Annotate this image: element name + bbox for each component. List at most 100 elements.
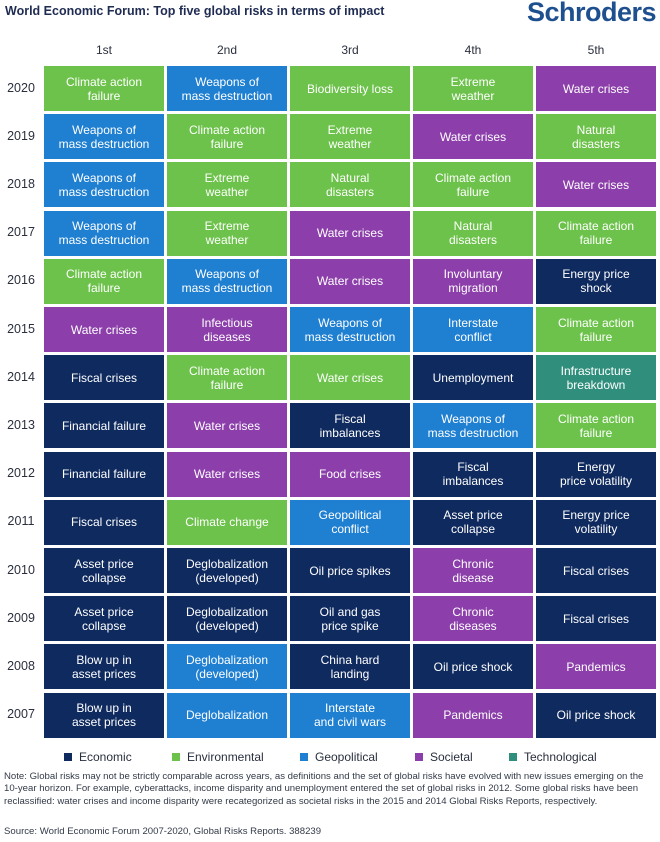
risk-cell: Natural disasters bbox=[413, 210, 533, 256]
year-label: 2017 bbox=[7, 225, 35, 240]
year-label: 2014 bbox=[7, 369, 35, 384]
risk-cell: Climate action failure bbox=[413, 162, 533, 208]
risk-cell: Geopolitical conflict bbox=[290, 499, 410, 545]
risk-cell: Oil price spikes bbox=[290, 548, 410, 593]
column-header-3: 3rd bbox=[341, 43, 359, 57]
risk-cell: Asset price collapse bbox=[413, 499, 533, 545]
legend-swatch bbox=[509, 753, 517, 761]
legend-swatch bbox=[172, 753, 180, 761]
column-header-5: 5th bbox=[587, 43, 605, 57]
risk-cell: Fiscal crises bbox=[536, 548, 656, 593]
legend-item-technological: Technological bbox=[509, 750, 597, 764]
risk-cell: Oil price shock bbox=[413, 644, 533, 690]
legend-swatch bbox=[64, 753, 72, 761]
risk-cell: Water crises bbox=[413, 114, 533, 160]
year-label: 2008 bbox=[7, 658, 35, 673]
risk-cell: Asset price collapse bbox=[44, 596, 164, 642]
risk-cell: Energy price shock bbox=[536, 258, 656, 304]
risk-cell: Weapons of mass destruction bbox=[290, 307, 410, 352]
risk-cell: Climate action failure bbox=[536, 403, 656, 449]
year-label: 2019 bbox=[7, 128, 35, 143]
risk-cell: Energy price volatility bbox=[536, 499, 656, 545]
risk-cell: Water crises bbox=[167, 403, 287, 449]
brand-logo: Schroders bbox=[526, 0, 657, 27]
risk-cell: Chronic disease bbox=[413, 548, 533, 593]
risk-cell: Deglobalization (developed) bbox=[167, 596, 287, 642]
risk-cell: Involuntary migration bbox=[413, 258, 533, 304]
risk-cell: Climate action failure bbox=[44, 66, 164, 111]
risk-cell: Blow up in asset prices bbox=[44, 692, 164, 738]
legend-swatch bbox=[300, 753, 308, 761]
legend-item-geopolitical: Geopolitical bbox=[300, 750, 378, 764]
risk-cell: Biodiversity loss bbox=[290, 66, 410, 111]
source-line: Source: World Economic Forum 2007-2020, … bbox=[4, 826, 322, 837]
footnote: Note: Global risks may not be strictly c… bbox=[4, 771, 644, 807]
year-label: 2012 bbox=[7, 466, 35, 481]
risk-cell: Pandemics bbox=[413, 692, 533, 738]
risk-cell: Weapons of mass destruction bbox=[413, 403, 533, 449]
risk-cell: Fiscal crises bbox=[44, 499, 164, 545]
year-label: 2010 bbox=[7, 562, 35, 577]
risk-cell: Oil price shock bbox=[536, 692, 656, 738]
risk-cell: Climate action failure bbox=[536, 307, 656, 352]
column-header-4: 4th bbox=[464, 43, 482, 57]
risk-cell: Infectious diseases bbox=[167, 307, 287, 352]
risk-cell: Unemployment bbox=[413, 355, 533, 401]
risk-cell: Infrastructure breakdown bbox=[536, 355, 656, 401]
legend-label: Environmental bbox=[187, 750, 264, 764]
risk-cell: Oil and gas price spike bbox=[290, 596, 410, 642]
year-label: 2016 bbox=[7, 273, 35, 288]
risk-cell: Climate action failure bbox=[44, 258, 164, 304]
risk-cell: Fiscal imbalances bbox=[413, 451, 533, 497]
risk-cell: Pandemics bbox=[536, 644, 656, 690]
year-label: 2020 bbox=[7, 80, 35, 95]
risk-cell: Extreme weather bbox=[290, 114, 410, 160]
risk-cell: Weapons of mass destruction bbox=[167, 66, 287, 111]
risk-cell: Water crises bbox=[167, 451, 287, 497]
year-label: 2009 bbox=[7, 610, 35, 625]
risk-cell: China hard landing bbox=[290, 644, 410, 690]
risk-cell: Fiscal imbalances bbox=[290, 403, 410, 449]
risk-cell: Financial failure bbox=[44, 403, 164, 449]
year-label: 2015 bbox=[7, 321, 35, 336]
column-header-2: 2nd bbox=[216, 43, 238, 57]
risk-cell: Water crises bbox=[44, 307, 164, 352]
year-label: 2007 bbox=[7, 707, 35, 722]
risk-cell: Climate action failure bbox=[167, 355, 287, 401]
legend-item-societal: Societal bbox=[415, 750, 473, 764]
risk-cell: Chronic diseases bbox=[413, 596, 533, 642]
legend-label: Economic bbox=[79, 750, 132, 764]
risk-cell: Extreme weather bbox=[167, 162, 287, 208]
year-label: 2018 bbox=[7, 176, 35, 191]
risk-cell: Deglobalization bbox=[167, 692, 287, 738]
risk-cell: Extreme weather bbox=[413, 66, 533, 111]
legend-label: Societal bbox=[430, 750, 473, 764]
risk-cell: Weapons of mass destruction bbox=[44, 114, 164, 160]
risk-cell: Climate change bbox=[167, 499, 287, 545]
risk-cell: Weapons of mass destruction bbox=[44, 210, 164, 256]
risk-cell: Blow up in asset prices bbox=[44, 644, 164, 690]
risk-cell: Weapons of mass destruction bbox=[44, 162, 164, 208]
risk-cell: Natural disasters bbox=[290, 162, 410, 208]
risk-cell: Deglobalization (developed) bbox=[167, 644, 287, 690]
risk-cell: Water crises bbox=[290, 210, 410, 256]
column-header-1: 1st bbox=[95, 43, 112, 57]
risk-cell: Energy price volatility bbox=[536, 451, 656, 497]
risk-cell: Interstate and civil wars bbox=[290, 692, 410, 738]
risk-cell: Food crises bbox=[290, 451, 410, 497]
legend-item-environmental: Environmental bbox=[172, 750, 264, 764]
risk-cell: Fiscal crises bbox=[44, 355, 164, 401]
risk-cell: Interstate conflict bbox=[413, 307, 533, 352]
risk-cell: Water crises bbox=[536, 66, 656, 111]
risk-cell: Water crises bbox=[290, 355, 410, 401]
risk-cell: Water crises bbox=[536, 162, 656, 208]
legend-label: Geopolitical bbox=[315, 750, 378, 764]
legend-label: Technological bbox=[524, 750, 597, 764]
year-label: 2011 bbox=[7, 514, 35, 529]
risk-cell: Asset price collapse bbox=[44, 548, 164, 593]
risk-cell: Deglobalization (developed) bbox=[167, 548, 287, 593]
legend-item-economic: Economic bbox=[64, 750, 132, 764]
risk-cell: Weapons of mass destruction bbox=[167, 258, 287, 304]
risk-cell: Water crises bbox=[290, 258, 410, 304]
risk-cell: Extreme weather bbox=[167, 210, 287, 256]
